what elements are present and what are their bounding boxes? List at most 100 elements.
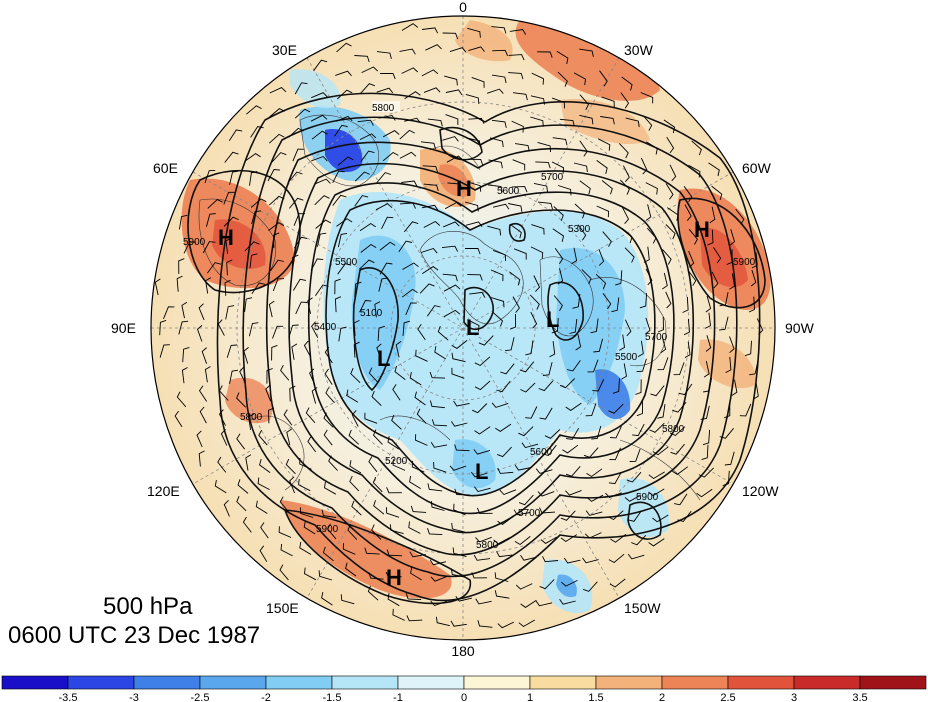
wind-barb [494,590,510,599]
wind-barb [174,410,183,428]
wind-barb [311,130,328,140]
wind-barb [349,475,360,492]
wind-barb [288,127,304,138]
wind-barb [217,456,227,473]
wind-barb [471,76,485,88]
wind-barb [367,585,379,601]
contour-label-5900-c: 5900 [733,257,756,268]
wind-barb [563,557,581,564]
wind-barb [176,275,183,292]
wind-barb [399,151,417,159]
wind-barb [491,119,507,128]
colorbar-tick-label: 1 [527,692,533,702]
wind-barb [682,296,689,313]
low-center-label: L [377,346,390,371]
high-center-label: H [386,565,402,590]
contour-label-5800-c: 5800 [240,412,263,423]
wind-barb [542,556,559,563]
high-center-label: H [694,217,710,242]
wind-barb [537,51,553,58]
wind-barb [336,218,353,227]
wind-barb [250,198,267,208]
wind-barb [159,319,167,336]
wind-barb [492,311,504,327]
wind-barb [713,247,722,264]
wind-barb [423,87,441,93]
wind-barb [198,450,205,467]
wind-barb [551,161,565,174]
wind-barb [619,334,625,351]
wind-barb [627,510,642,522]
wind-barb [452,547,467,558]
wind-barb [748,296,755,313]
wind-barb [650,385,665,397]
wind-barb [236,392,247,408]
wind-barb [223,499,230,517]
wind-barb [621,76,633,91]
wind-barb [560,510,576,521]
wind-barb [492,203,510,210]
wind-barb [414,391,426,406]
wind-barb [531,224,545,235]
title-level: 500 hPa [103,593,193,620]
wind-barb [401,67,419,74]
wind-barb [426,305,441,317]
wind-barb [178,258,185,274]
wind-barb [624,494,642,502]
wind-barb [583,447,599,458]
wind-barb [491,74,507,84]
lon-label-60w: 60W [742,160,772,176]
wind-barb [445,114,459,126]
wind-barb [544,429,561,439]
wind-barb [601,96,615,108]
wind-barb [575,334,582,351]
wind-barb [560,534,578,543]
wind-barb [223,191,235,205]
wind-barb [467,274,483,281]
wind-barb [250,125,264,138]
wind-barb [722,470,730,487]
wind-barb [251,282,266,295]
lon-label-180: 180 [451,643,475,659]
colorbar-tick-label: -3 [129,692,139,702]
wind-barb [574,203,586,219]
wind-barb [495,423,512,432]
wind-barb [579,180,591,195]
wind-barb [657,404,666,419]
wind-barb [279,496,289,513]
wind-barb [565,466,581,477]
colorbar-tick-label: 0 [461,692,467,702]
wind-barb [705,335,712,352]
wind-barb [420,247,438,254]
wind-barb [494,572,509,582]
wind-barb [430,442,448,448]
colorbar-tick-label: -2.5 [191,692,210,702]
wind-barb [373,500,385,515]
wind-barb [538,380,554,392]
wind-barb [667,207,679,221]
wind-barb [243,347,249,364]
longitude-labels: 0 30W 60W 90W 120W 150W 180 150E 120E 90… [111,0,815,659]
wind-barb [521,442,539,449]
wind-barb [565,489,582,496]
wind-barb [645,182,658,195]
wind-barb [429,371,446,379]
wind-barb [508,203,523,212]
wind-barb [571,247,578,265]
wind-barb [315,284,329,297]
wind-barb [217,319,225,336]
wind-barb [496,551,513,558]
wind-barb [181,301,188,319]
colorbar: -3.5 -3 -2.5 -2 -1.5 -1 0 1 1.5 2 2.5 3 3.5 [1,675,927,702]
wind-barb [202,241,216,254]
wind-barb [311,321,319,338]
wind-barb [354,281,362,298]
wind-barb [268,222,285,231]
wind-barb [385,507,400,518]
wind-barb [204,366,211,383]
wind-barb [587,359,599,373]
wind-barb [429,400,445,409]
wind-barb [510,224,522,239]
wind-barb [347,524,358,540]
wind-barb [514,536,531,546]
